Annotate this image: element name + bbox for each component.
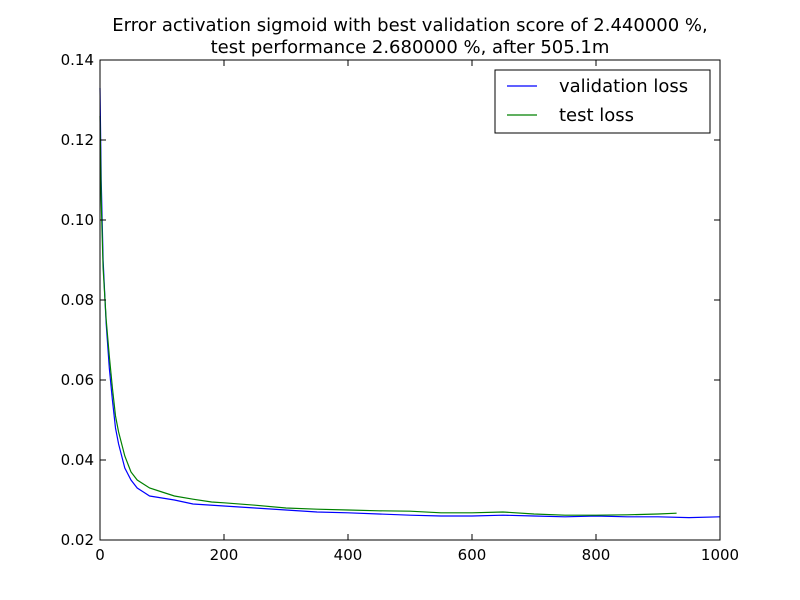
y-tick-label: 0.10 bbox=[61, 211, 94, 229]
y-tick-label: 0.14 bbox=[61, 51, 94, 69]
chart-title-line-1: Error activation sigmoid with best valid… bbox=[112, 15, 707, 36]
x-tick-label: 600 bbox=[458, 546, 487, 564]
y-tick-label: 0.12 bbox=[61, 131, 94, 149]
legend-label: test loss bbox=[559, 105, 634, 126]
x-tick-label: 200 bbox=[210, 546, 239, 564]
y-tick-label: 0.08 bbox=[61, 291, 94, 309]
chart-title: Error activation sigmoid with best valid… bbox=[112, 15, 707, 58]
legend: validation loss test loss bbox=[494, 69, 711, 134]
x-tick-label: 400 bbox=[334, 546, 363, 564]
x-tick-label: 800 bbox=[582, 546, 611, 564]
y-tick-label: 0.04 bbox=[61, 451, 94, 469]
legend-box bbox=[494, 69, 711, 134]
y-tick-label: 0.02 bbox=[61, 531, 94, 549]
series-line-test-loss bbox=[99, 115, 677, 516]
legend-label: validation loss bbox=[559, 76, 688, 97]
series-line-validation-loss bbox=[99, 87, 721, 519]
y-tick-label: 0.06 bbox=[61, 371, 94, 389]
chart-title-line-2: test performance 2.680000 %, after 505.1… bbox=[211, 37, 610, 58]
x-tick-label: 1000 bbox=[701, 546, 739, 564]
x-tick-label: 0 bbox=[95, 546, 105, 564]
axis-ticks: 0 200 400 600 800 1000 0.02 0.04 0.06 0.08 0.10 0.1… bbox=[61, 51, 740, 564]
